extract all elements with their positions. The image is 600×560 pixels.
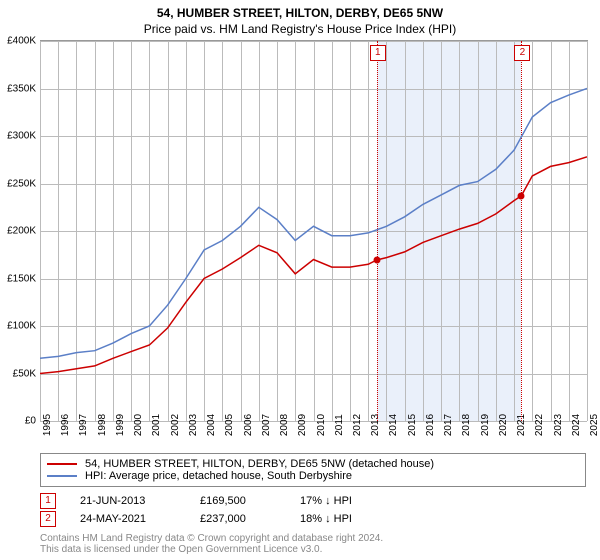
event-date-2: 24-MAY-2021 [80,513,200,525]
y-tick-label: £100K [7,321,40,332]
y-tick-label: £50K [13,368,40,379]
event-diff-1: 17% ↓ HPI [300,495,352,507]
event-marker-1: 1 [40,493,56,509]
y-tick-label: £350K [7,83,40,94]
y-tick-label: £400K [7,36,40,47]
y-tick-label: £200K [7,226,40,237]
chart-title: 54, HUMBER STREET, HILTON, DERBY, DE65 5… [0,0,600,20]
chart-lines [40,41,587,421]
event-row-2: 2 24-MAY-2021 £237,000 18% ↓ HPI [40,511,586,527]
y-tick-label: £150K [7,273,40,284]
event-price-2: £237,000 [200,513,300,525]
legend-box: 54, HUMBER STREET, HILTON, DERBY, DE65 5… [40,453,586,487]
chart-container: 54, HUMBER STREET, HILTON, DERBY, DE65 5… [0,0,600,560]
chart-subtitle: Price paid vs. HM Land Registry's House … [0,20,600,40]
legend-label-price: 54, HUMBER STREET, HILTON, DERBY, DE65 5… [85,458,434,470]
chart-plot-area: £0£50K£100K£150K£200K£250K£300K£350K£400… [40,40,588,421]
event-row-1: 1 21-JUN-2013 £169,500 17% ↓ HPI [40,493,586,509]
license-text: Contains HM Land Registry data © Crown c… [40,533,586,555]
legend-row-price: 54, HUMBER STREET, HILTON, DERBY, DE65 5… [47,458,579,470]
x-tick-label: 2025 [587,414,600,436]
event-date-1: 21-JUN-2013 [80,495,200,507]
event-price-1: £169,500 [200,495,300,507]
events-table: 1 21-JUN-2013 £169,500 17% ↓ HPI 2 24-MA… [40,493,586,527]
license-line-2: This data is licensed under the Open Gov… [40,544,586,555]
series-hpi [40,89,587,359]
legend-row-hpi: HPI: Average price, detached house, Sout… [47,470,579,482]
legend-label-hpi: HPI: Average price, detached house, Sout… [85,470,352,482]
y-tick-label: £250K [7,178,40,189]
y-tick-label: £0 [25,416,40,427]
event-diff-2: 18% ↓ HPI [300,513,352,525]
license-line-1: Contains HM Land Registry data © Crown c… [40,533,586,544]
series-price_paid [40,157,587,374]
event-marker-2: 2 [40,511,56,527]
legend-swatch-hpi [47,475,77,477]
y-tick-label: £300K [7,131,40,142]
legend-swatch-price [47,463,77,465]
